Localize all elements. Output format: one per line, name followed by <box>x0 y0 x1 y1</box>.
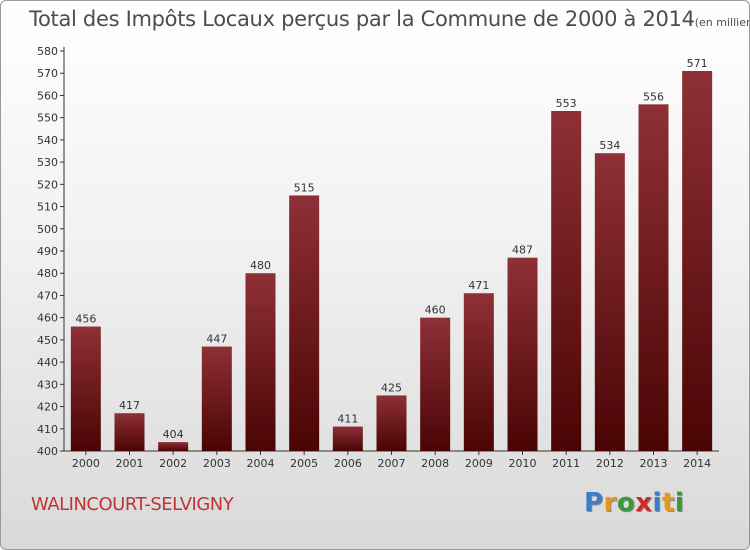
logo-letter: i <box>674 488 685 518</box>
bar-value-label: 556 <box>643 90 664 103</box>
x-tick-label: 2008 <box>421 457 449 470</box>
y-tick-label: 570 <box>37 67 58 80</box>
bar-value-label: 404 <box>163 428 184 441</box>
bar-value-label: 447 <box>206 333 227 346</box>
bar-value-label: 487 <box>512 244 533 257</box>
bar <box>376 395 407 451</box>
y-tick-label: 460 <box>37 312 58 325</box>
x-tick-label: 2002 <box>159 457 187 470</box>
y-tick-label: 580 <box>37 45 58 58</box>
y-tick-label: 440 <box>37 356 58 369</box>
logo-letter: t <box>661 488 675 518</box>
bar-value-label: 471 <box>468 279 489 292</box>
bar <box>201 346 232 451</box>
y-tick-label: 560 <box>37 89 58 102</box>
x-tick-label: 2011 <box>552 457 580 470</box>
y-tick-label: 480 <box>37 267 58 280</box>
x-tick-label: 2006 <box>334 457 362 470</box>
bar <box>638 104 669 451</box>
x-tick-label: 2001 <box>116 457 144 470</box>
bar <box>245 273 276 451</box>
bar-value-label: 534 <box>599 139 620 152</box>
logo-letter: x <box>635 488 653 518</box>
logo-letter: o <box>616 488 636 518</box>
bar-value-label: 480 <box>250 259 271 272</box>
bar-value-label: 553 <box>556 97 577 110</box>
x-tick-label: 2012 <box>596 457 624 470</box>
y-tick-label: 470 <box>37 289 58 302</box>
proxiti-logo: Proxiti <box>584 488 684 518</box>
commune-name: WALINCOURT-SELVIGNY <box>31 494 234 515</box>
x-tick-label: 2004 <box>247 457 275 470</box>
y-tick-label: 430 <box>37 378 58 391</box>
y-tick-label: 410 <box>37 423 58 436</box>
bar-value-label: 456 <box>75 313 96 326</box>
bar <box>420 317 451 451</box>
x-tick-label: 2000 <box>72 457 100 470</box>
y-tick-label: 490 <box>37 245 58 258</box>
bar <box>332 426 363 451</box>
x-tick-label: 2005 <box>290 457 318 470</box>
bar <box>551 111 582 451</box>
bar <box>507 257 538 451</box>
logo-letter: P <box>584 488 604 518</box>
bar <box>594 153 625 451</box>
y-tick-label: 540 <box>37 134 58 147</box>
bar-value-label: 417 <box>119 399 140 412</box>
y-tick-label: 530 <box>37 156 58 169</box>
x-tick-label: 2014 <box>683 457 711 470</box>
bar-value-label: 411 <box>337 413 358 426</box>
x-tick-label: 2010 <box>509 457 537 470</box>
logo-letter: r <box>603 488 617 518</box>
x-tick-label: 2003 <box>203 457 231 470</box>
bar <box>158 442 189 451</box>
y-tick-label: 420 <box>37 401 58 414</box>
y-tick-label: 510 <box>37 201 58 214</box>
title-unit: (en milliers d'€) <box>694 16 749 29</box>
x-tick-label: 2007 <box>378 457 406 470</box>
chart-title: Total des Impôts Locaux perçus par la Co… <box>29 7 749 31</box>
bar <box>682 71 713 451</box>
bar-value-label: 425 <box>381 381 402 394</box>
bar <box>114 413 145 451</box>
y-tick-label: 450 <box>37 334 58 347</box>
bar <box>463 293 494 451</box>
y-tick-label: 550 <box>37 112 58 125</box>
bar <box>70 326 101 451</box>
bar-value-label: 571 <box>687 57 708 70</box>
y-tick-label: 520 <box>37 178 58 191</box>
bar-value-label: 515 <box>294 181 315 194</box>
x-tick-label: 2013 <box>640 457 668 470</box>
bar-value-label: 460 <box>425 304 446 317</box>
logo-letter: i <box>652 488 662 518</box>
x-tick-label: 2009 <box>465 457 493 470</box>
bar <box>289 195 320 451</box>
y-tick-label: 400 <box>37 445 58 458</box>
y-tick-label: 500 <box>37 223 58 236</box>
